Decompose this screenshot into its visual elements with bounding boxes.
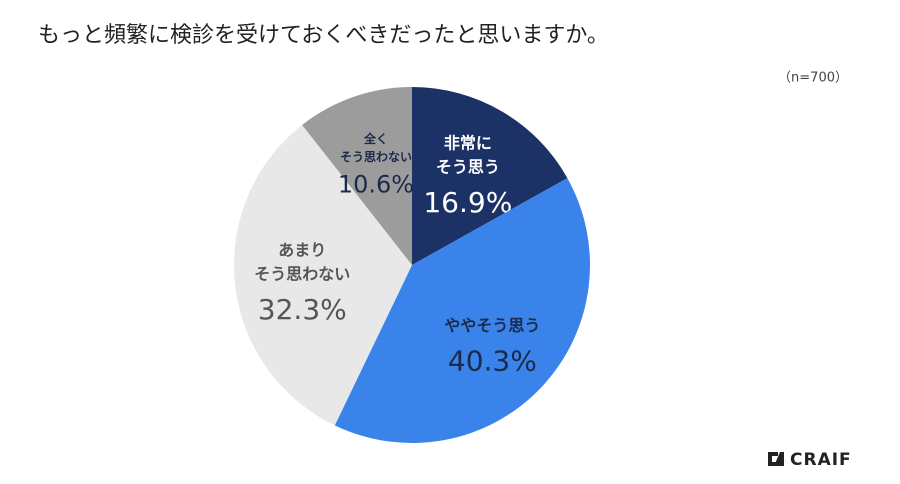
logo-text: CRAIF [790, 450, 852, 470]
pie-slice [302, 87, 412, 265]
slice-label: あまり [278, 240, 326, 259]
slice-label: 全く [363, 131, 388, 146]
pie-slice [334, 178, 591, 444]
slice-label: そう思わない [340, 150, 412, 164]
sample-size: （n=700） [778, 71, 848, 86]
pie-slice [234, 124, 412, 426]
slice-label: そう思う [436, 157, 500, 176]
slice-label: そう思わない [254, 264, 350, 283]
slice-label: ややそう思う [444, 316, 540, 335]
value-label: 16.9% [423, 186, 512, 219]
pie-slice [412, 87, 568, 265]
value-label: 40.3% [448, 345, 537, 378]
value-label: 32.3% [258, 293, 347, 326]
chart-title: もっと頻繁に検診を受けておくべきだったと思いますか。 [38, 23, 609, 48]
slice-label: 非常に [444, 133, 492, 152]
logo: CRAIF [768, 450, 852, 470]
logo-icon [768, 452, 784, 466]
value-label: 10.6% [338, 171, 414, 199]
